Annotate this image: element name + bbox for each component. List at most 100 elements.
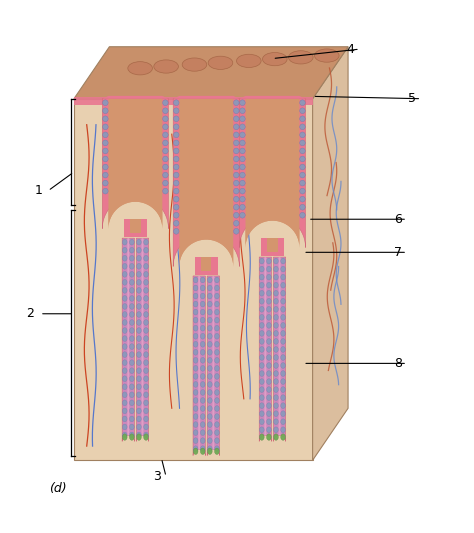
Ellipse shape: [281, 395, 285, 400]
Ellipse shape: [234, 124, 239, 130]
Ellipse shape: [273, 346, 278, 352]
Ellipse shape: [273, 282, 278, 288]
Ellipse shape: [281, 274, 285, 280]
Polygon shape: [137, 238, 149, 441]
Ellipse shape: [137, 416, 141, 422]
Ellipse shape: [137, 328, 141, 334]
Ellipse shape: [273, 387, 278, 392]
Ellipse shape: [273, 362, 278, 368]
Ellipse shape: [137, 408, 141, 414]
Ellipse shape: [137, 303, 141, 309]
Ellipse shape: [240, 196, 245, 202]
Text: 3: 3: [153, 470, 161, 483]
Ellipse shape: [234, 188, 239, 194]
Ellipse shape: [137, 434, 141, 440]
Ellipse shape: [234, 164, 239, 170]
Ellipse shape: [208, 341, 212, 347]
Polygon shape: [109, 99, 162, 229]
Ellipse shape: [137, 336, 141, 342]
Ellipse shape: [102, 124, 108, 130]
Ellipse shape: [281, 282, 285, 288]
Ellipse shape: [208, 382, 212, 387]
Ellipse shape: [129, 392, 134, 398]
Ellipse shape: [273, 427, 278, 433]
Ellipse shape: [144, 424, 148, 430]
Ellipse shape: [193, 285, 198, 291]
Ellipse shape: [259, 338, 264, 344]
Ellipse shape: [201, 406, 205, 411]
Ellipse shape: [201, 448, 205, 455]
Ellipse shape: [266, 419, 271, 425]
Ellipse shape: [144, 287, 148, 293]
Ellipse shape: [201, 414, 205, 419]
Ellipse shape: [281, 298, 285, 304]
Ellipse shape: [315, 49, 339, 62]
Ellipse shape: [234, 204, 239, 210]
Ellipse shape: [215, 285, 219, 291]
Ellipse shape: [129, 344, 134, 350]
Ellipse shape: [215, 309, 219, 315]
Ellipse shape: [144, 271, 148, 277]
Ellipse shape: [300, 132, 305, 138]
Ellipse shape: [144, 320, 148, 326]
Ellipse shape: [259, 354, 264, 360]
Ellipse shape: [173, 124, 179, 130]
Ellipse shape: [163, 108, 168, 114]
Ellipse shape: [129, 336, 134, 342]
Ellipse shape: [129, 434, 134, 440]
Ellipse shape: [208, 333, 212, 339]
Ellipse shape: [173, 204, 179, 210]
Ellipse shape: [102, 180, 108, 186]
Ellipse shape: [122, 360, 127, 366]
Ellipse shape: [201, 398, 205, 403]
Ellipse shape: [144, 352, 148, 358]
Ellipse shape: [215, 366, 219, 372]
Ellipse shape: [122, 279, 127, 285]
Ellipse shape: [266, 330, 271, 336]
Ellipse shape: [193, 341, 198, 347]
Ellipse shape: [193, 390, 198, 395]
Ellipse shape: [193, 333, 198, 339]
Ellipse shape: [259, 266, 264, 272]
Ellipse shape: [215, 358, 219, 363]
Ellipse shape: [259, 258, 264, 264]
Ellipse shape: [259, 274, 264, 280]
Ellipse shape: [266, 403, 271, 409]
Ellipse shape: [144, 408, 148, 414]
Ellipse shape: [129, 303, 134, 309]
Ellipse shape: [129, 239, 134, 245]
Ellipse shape: [300, 108, 305, 114]
Ellipse shape: [234, 156, 239, 162]
Ellipse shape: [266, 322, 271, 328]
Ellipse shape: [201, 309, 205, 315]
Polygon shape: [239, 99, 306, 248]
Ellipse shape: [273, 338, 278, 344]
Ellipse shape: [193, 438, 198, 443]
Ellipse shape: [300, 164, 305, 170]
Ellipse shape: [215, 430, 219, 435]
Ellipse shape: [144, 344, 148, 350]
Ellipse shape: [122, 239, 127, 245]
Ellipse shape: [300, 196, 305, 202]
Ellipse shape: [201, 301, 205, 307]
Ellipse shape: [266, 298, 271, 304]
Ellipse shape: [122, 320, 127, 326]
Ellipse shape: [173, 140, 179, 146]
Ellipse shape: [266, 434, 271, 440]
Polygon shape: [124, 219, 147, 238]
Polygon shape: [198, 276, 200, 450]
Ellipse shape: [208, 277, 212, 283]
Polygon shape: [239, 96, 306, 99]
Ellipse shape: [300, 172, 305, 178]
Ellipse shape: [137, 368, 141, 374]
Ellipse shape: [144, 336, 148, 342]
Ellipse shape: [215, 374, 219, 379]
Ellipse shape: [273, 370, 278, 376]
Ellipse shape: [240, 132, 245, 138]
Ellipse shape: [208, 438, 212, 443]
Ellipse shape: [259, 370, 264, 376]
Ellipse shape: [129, 352, 134, 358]
Ellipse shape: [144, 392, 148, 398]
Ellipse shape: [273, 395, 278, 400]
Ellipse shape: [240, 100, 245, 106]
